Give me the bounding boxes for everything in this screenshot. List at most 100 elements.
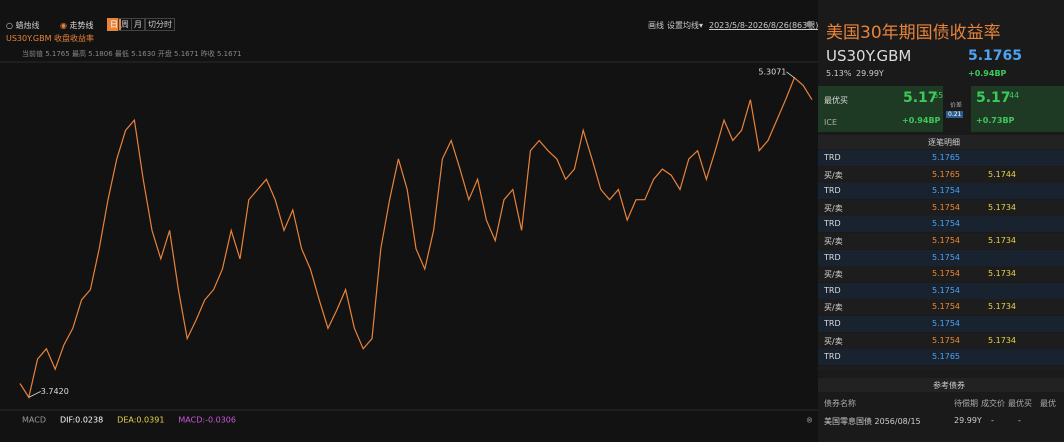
trade-cell: TRD xyxy=(824,252,841,262)
trades-header-bg xyxy=(818,135,1064,149)
symbol-label: US30Y.GBM 收盘收益率 xyxy=(6,34,95,43)
ref-header: 待偿期 xyxy=(954,399,978,408)
macd-label: MACD xyxy=(22,416,46,425)
trade-row xyxy=(818,365,1064,370)
term: 29.99Y xyxy=(856,69,884,78)
trade-row xyxy=(818,150,1064,166)
trade-cell: 5.1734 xyxy=(988,335,1016,345)
ask-sub: 44 xyxy=(1009,91,1020,100)
bid-box xyxy=(818,86,943,132)
trade-cell: 5.1754 xyxy=(932,236,960,245)
trade-cell: 5.1754 xyxy=(932,319,960,328)
bid-label: 最优买 xyxy=(824,96,848,105)
spread-label: 价差 xyxy=(950,102,963,109)
ref-header: 成交价 xyxy=(981,399,1005,408)
bid-change: +0.94BP xyxy=(902,116,941,125)
label: 蜡烛线 xyxy=(15,21,40,30)
trade-cell: 5.1734 xyxy=(988,236,1016,245)
settings-dot[interactable]: ● xyxy=(806,19,813,28)
ask-box xyxy=(971,86,1064,132)
trade-row xyxy=(818,266,1064,283)
trade-cell: 5.1754 xyxy=(932,219,960,229)
trade-row xyxy=(818,332,1064,349)
period-button[interactable]: 日 xyxy=(107,18,121,31)
trade-cell: TRD xyxy=(824,285,841,295)
chart: 3.7420 5.3071 MACD DIF:0.0238 DEA:0.0391 MACD… xyxy=(0,61,818,425)
trade-cell: 5.1754 xyxy=(932,202,960,212)
title: 美国30年期国债收益率 xyxy=(826,23,1001,43)
period-button[interactable]: 切分时 xyxy=(145,18,175,31)
trade-cell: 买/卖 xyxy=(824,203,843,213)
ask-change: +0.73BP xyxy=(976,116,1015,125)
trade-row xyxy=(818,282,1064,299)
period-button[interactable]: 月 xyxy=(131,18,145,31)
trade-cell: 5.1744 xyxy=(988,369,1016,370)
macd-label: MACD:-0.0306 xyxy=(178,416,236,425)
ref-cell: 美国零息国债 2056/08/15 xyxy=(824,417,921,426)
trade-row xyxy=(818,249,1064,266)
toolbar: ○ 蜡烛线 ◉ 走势线 日 周 月 切分时 US30Y.GBM 收盘收益率 当前… xyxy=(0,0,818,60)
trades-list: TRD 5.1765 买/卖 5.1765 5.1744 TRD 5.1754 买/卖 5.17… xyxy=(818,150,1064,370)
macd-label: DEA:0.0391 xyxy=(117,416,164,425)
bid-price: 5.17 xyxy=(903,90,938,106)
bid-source: ICE xyxy=(824,118,837,127)
label: 走势线 xyxy=(69,21,94,30)
ref-title: 参考债券 xyxy=(933,381,965,390)
ref-cell: 29.99Y xyxy=(954,416,982,425)
annotation-arrow xyxy=(28,390,41,398)
macd-label: DIF:0.0238 xyxy=(60,416,103,425)
ref-header: 最优买 xyxy=(1008,399,1032,408)
trade-cell: 5.1765 xyxy=(932,169,960,179)
trade-row xyxy=(818,316,1064,332)
trade-row xyxy=(818,233,1064,249)
ask-price: 5.17 xyxy=(976,90,1011,106)
trade-cell: 5.1754 xyxy=(932,252,960,262)
period-button[interactable]: 周 xyxy=(118,18,132,31)
spread-value: 0.21 xyxy=(946,111,964,118)
trade-cell: TRD xyxy=(824,319,841,328)
ref-cell: - xyxy=(991,416,994,425)
trade-cell: 5.1765 xyxy=(932,352,960,362)
trade-cell: TRD xyxy=(824,352,841,362)
trade-cell: 买/卖 xyxy=(824,336,843,346)
quote-line: 当前值 5.1765 最高 5.1806 最低 5.1630 开盘 5.1671… xyxy=(22,50,242,58)
change: +0.94BP xyxy=(968,69,1007,78)
ma-button[interactable]: 设置均线▾ xyxy=(667,21,704,30)
trade-cell: 5.1734 xyxy=(988,269,1016,279)
trend-option[interactable]: ◉ 走势线 xyxy=(60,21,94,30)
draw-button[interactable]: 画线 xyxy=(648,21,664,30)
trade-cell: TRD xyxy=(824,186,841,196)
trades-title: 逐笔明细 xyxy=(928,138,960,147)
price-line xyxy=(19,76,813,399)
trade-row xyxy=(818,183,1064,200)
annotation-arrow xyxy=(786,71,795,79)
trade-row xyxy=(818,199,1064,216)
ref-cell: - xyxy=(1018,416,1021,425)
trade-cell: 5.1734 xyxy=(988,202,1016,212)
trade-row xyxy=(818,166,1064,183)
ref-header: 最优 xyxy=(1040,399,1056,408)
annotation-label: 3.7420 xyxy=(41,387,69,396)
ref-header: 债券名称 xyxy=(824,399,856,408)
trade-row xyxy=(818,349,1064,366)
trade-cell: 5.1754 xyxy=(932,335,960,345)
trade-cell: 买/卖 xyxy=(824,270,843,280)
trade-cell: 5.1754 xyxy=(932,302,960,312)
trade-cell: 买/卖 xyxy=(824,369,843,371)
trade-cell: 买/卖 xyxy=(824,170,843,180)
trade-cell: 5.1765 xyxy=(932,153,960,162)
trade-cell: 5.1754 xyxy=(932,285,960,295)
close-icon: ⊗ xyxy=(806,416,813,425)
trade-cell: 买/卖 xyxy=(824,303,843,313)
last-price: 5.1765 xyxy=(968,48,1023,64)
pct: 5.13% xyxy=(826,69,852,78)
trade-row xyxy=(818,216,1064,233)
range-button[interactable]: 2023/5/8-2026/8/26(863根) xyxy=(709,21,819,30)
trade-row xyxy=(818,299,1064,316)
trade-cell: 5.1754 xyxy=(932,186,960,196)
bid-sub: 65 xyxy=(933,91,944,100)
ref-header-bg xyxy=(818,378,1064,392)
trade-cell: TRD xyxy=(824,153,841,162)
trade-cell: 买/卖 xyxy=(824,237,843,246)
candle-option[interactable]: ○ 蜡烛线 xyxy=(6,21,40,30)
